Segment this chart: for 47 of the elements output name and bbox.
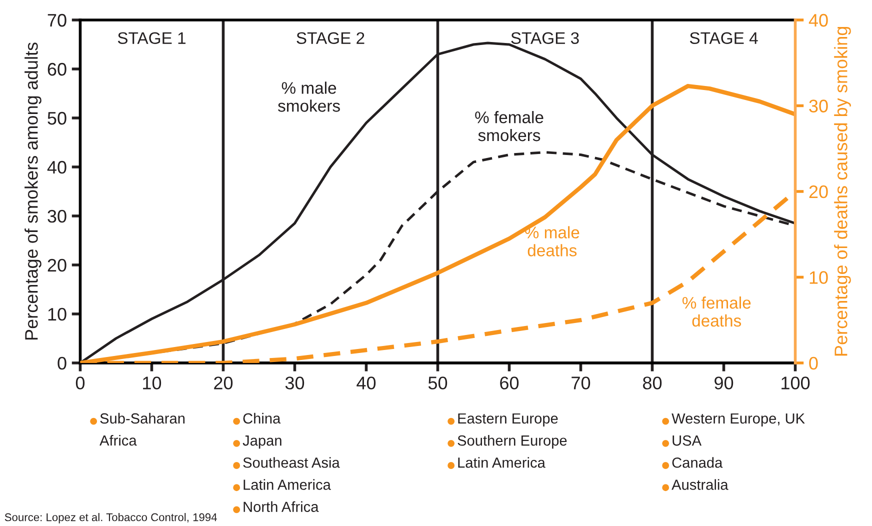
text: Southern Europe	[458, 435, 567, 449]
y-tick-label: 30	[48, 210, 66, 223]
text: Australia	[672, 479, 728, 490]
x-tick-label: 90	[714, 376, 734, 390]
x-tick-label: 70	[572, 376, 590, 390]
text: Southeast Asia	[243, 457, 340, 468]
series-label: % female smokers	[475, 111, 544, 142]
y2-tick-label: 10	[810, 271, 828, 284]
y2-axis-title: Percentage of deaths caused by smoking	[834, 27, 851, 356]
text: China	[243, 412, 281, 424]
text: USA	[672, 435, 702, 446]
text: Sub-Saharan Africa	[100, 412, 185, 446]
x-tick-label: 40	[356, 376, 376, 390]
y-tick-label: 40	[47, 160, 66, 174]
x-tick-label: 10	[143, 376, 162, 390]
text: Japan	[242, 436, 282, 449]
x-tick-label: 50	[428, 376, 448, 390]
y-tick-label: 0	[58, 356, 66, 370]
source-note: Source: Lopez et al. Tobacco Control, 1994	[4, 513, 217, 524]
annotation: STAGE 1	[118, 32, 186, 44]
x-tick-label: 60	[500, 376, 519, 390]
series-label: % male smokers	[278, 82, 340, 112]
y2-tick-label: 0	[809, 356, 818, 370]
text: North Africa	[244, 501, 319, 512]
y2-tick-label: 30	[809, 100, 828, 112]
y2-tick-label: 40	[808, 14, 828, 27]
annotation: STAGE 4	[690, 32, 758, 44]
y-axis-title: Percentage of smokers among adults	[24, 42, 42, 340]
y-tick-label: 50	[48, 112, 66, 125]
text: Latin America	[458, 457, 546, 468]
y-tick-label: 10	[48, 308, 66, 321]
text: Western Europe, UK	[672, 413, 805, 427]
x-tick-label: 0	[76, 376, 85, 390]
y-tick-label: 60	[48, 62, 66, 76]
x-tick-label: 80	[643, 376, 662, 390]
y2-tick-label: 20	[809, 185, 828, 198]
text: Eastern Europe	[458, 413, 558, 427]
annotation: STAGE 3	[511, 32, 579, 44]
x-tick-label: 30	[285, 376, 304, 390]
text: Latin America	[244, 479, 331, 490]
y-tick-label: 20	[48, 258, 66, 272]
x-tick-label: 100	[782, 376, 810, 390]
y-tick-label: 70	[48, 14, 66, 27]
series-label: % female deaths	[682, 296, 751, 327]
x-tick-label: 20	[214, 376, 233, 390]
annotation: STAGE 2	[296, 32, 364, 44]
text: Canada	[672, 457, 723, 468]
